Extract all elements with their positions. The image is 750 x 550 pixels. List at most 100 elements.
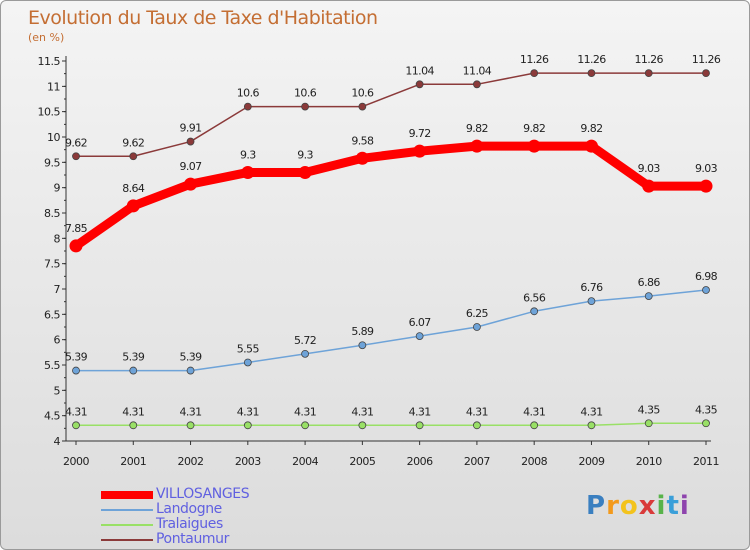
data-point: [415, 332, 424, 341]
y-tick-label: 10: [47, 131, 60, 144]
x-tick-label: 2004: [292, 455, 318, 468]
data-label: 9.91: [179, 122, 201, 135]
data-label: 9.07: [179, 160, 202, 173]
legend-item: Landogne: [101, 502, 301, 517]
logo-letter: r: [606, 491, 620, 521]
series-line: [73, 141, 706, 250]
chart-title: Evolution du Taux de Taxe d'Habitation: [28, 7, 378, 29]
legend-item: Tralaigues: [101, 517, 301, 532]
data-point: [470, 139, 484, 153]
y-tick-label: 9.5: [44, 156, 60, 169]
x-tick-label: 2000: [63, 455, 89, 468]
data-point: [243, 421, 252, 430]
data-point: [69, 239, 83, 253]
x-tick-label: 2009: [578, 455, 604, 468]
legend-label: Tralaigues: [156, 516, 223, 532]
y-tick-label: 4: [54, 435, 61, 448]
logo-letter: i: [656, 491, 667, 521]
x-tick-label: 2005: [349, 455, 375, 468]
data-label: 5.89: [351, 325, 374, 338]
logo-letter: o: [619, 491, 639, 521]
data-label: 11.26: [634, 53, 663, 66]
legend-swatch: [101, 539, 153, 541]
data-label: 10.6: [294, 87, 317, 100]
y-tick-label: 11.5: [38, 55, 61, 68]
data-label: 9.3: [240, 148, 256, 161]
data-point: [243, 358, 252, 367]
data-point: [129, 366, 138, 375]
data-point: [702, 419, 710, 428]
data-point: [298, 165, 312, 179]
data-point: [243, 102, 252, 111]
data-label: 9.03: [638, 162, 661, 175]
legend-swatch: [101, 509, 153, 511]
data-point: [473, 323, 481, 331]
data-label: 9.03: [695, 162, 718, 175]
legend-label: Pontaumur: [156, 531, 229, 547]
data-point: [530, 421, 539, 430]
data-point: [301, 421, 309, 430]
data-label: 6.56: [523, 291, 546, 304]
legend: VILLOSANGES Landogne Tralaigues Pontaumur: [101, 487, 301, 547]
data-point: [530, 307, 539, 316]
legend-swatch: [101, 524, 153, 526]
series-line: [76, 422, 706, 427]
series-line: [76, 72, 706, 158]
data-point: [355, 151, 369, 165]
data-point: [644, 69, 653, 78]
y-tick-label: 4.5: [44, 410, 60, 423]
x-tick-label: 2007: [464, 455, 490, 468]
y-tick-label: 5.5: [44, 359, 60, 372]
data-point: [72, 152, 80, 161]
data-label: 10.6: [237, 87, 260, 100]
data-label: 11.26: [520, 53, 549, 66]
data-point: [358, 421, 367, 430]
data-label: 5.72: [294, 334, 316, 347]
y-tick-label: 8.5: [44, 207, 60, 220]
data-label: 6.86: [638, 276, 661, 289]
data-point: [241, 165, 255, 179]
data-label: 4.31: [409, 405, 431, 418]
data-point: [587, 421, 596, 430]
data-label: 9.62: [65, 136, 87, 149]
y-tick-label: 9: [54, 182, 61, 195]
data-label: 11.04: [405, 64, 434, 77]
data-label: 4.31: [179, 405, 201, 418]
y-tick-label: 5: [54, 384, 61, 397]
y-tick-label: 10.5: [38, 106, 61, 119]
data-point: [129, 152, 138, 161]
data-point: [72, 366, 80, 375]
legend-label: Landogne: [156, 501, 222, 517]
logo-letter: i: [679, 491, 690, 521]
data-label: 5.39: [65, 351, 88, 364]
x-tick-label: 2002: [178, 455, 204, 468]
x-tick-label: 2006: [407, 455, 433, 468]
value-labels: 7.85 8.64 9.07 9.3 9.3 9.58 9.72 9.82 9.82 9.82 9.…: [65, 53, 721, 418]
data-label: 4.35: [638, 403, 661, 416]
data-point: [642, 179, 656, 193]
y-tick-label: 6: [54, 334, 61, 347]
data-point: [301, 349, 309, 358]
logo-letter: x: [638, 491, 657, 521]
data-label: 9.82: [523, 122, 545, 135]
data-label: 11.26: [692, 53, 721, 66]
data-label: 4.31: [466, 405, 488, 418]
data-label: 6.76: [580, 281, 603, 294]
data-point: [72, 421, 80, 430]
data-label: 4.31: [65, 405, 87, 418]
data-point: [184, 177, 198, 191]
data-point: [473, 80, 481, 89]
y-tick-label: 11: [47, 80, 60, 93]
series-points: [69, 69, 713, 430]
data-point: [186, 421, 195, 430]
data-point: [584, 139, 598, 153]
data-label: 9.82: [580, 122, 602, 135]
series-line: [76, 289, 707, 372]
data-point: [473, 421, 481, 430]
data-label: 4.31: [237, 405, 259, 418]
data-point: [186, 366, 195, 375]
data-label: 6.25: [466, 307, 489, 320]
legend-item: Pontaumur: [101, 532, 301, 547]
